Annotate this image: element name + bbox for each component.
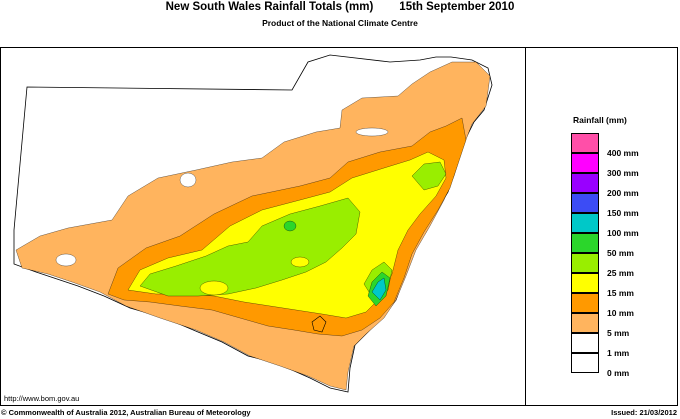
legend-label: 0 mm: [607, 368, 630, 378]
rain-patch-10-15mm: [199, 280, 229, 296]
dry-patch: [179, 172, 197, 188]
map-frame: [0, 47, 678, 406]
legend-label: 100 mm: [607, 228, 639, 238]
act-outline: [311, 315, 327, 333]
legend-swatch: [571, 333, 599, 353]
legend-label: 1 mm: [607, 348, 630, 358]
title-date: 15th September 2010: [399, 1, 515, 13]
map-title: New South Wales Rainfall Totals (mm) 15th…: [0, 0, 680, 14]
legend-label: 15 mm: [607, 288, 634, 298]
legend-label: 200 mm: [607, 188, 639, 198]
legend-swatch: [571, 293, 599, 313]
rain-patch-25-50mm: [283, 220, 297, 232]
legend-label: 25 mm: [607, 268, 634, 278]
rain-patch-10-15mm: [290, 256, 310, 268]
legend-divider: [525, 47, 526, 406]
legend-swatch: [571, 213, 599, 233]
copyright-notice: © Commonwealth of Australia 2012, Austra…: [1, 408, 251, 417]
rain-band-50-100mm: [371, 277, 387, 301]
legend-swatch: [571, 273, 599, 293]
dry-patch: [355, 127, 389, 137]
legend-title: Rainfall (mm): [573, 115, 627, 125]
legend-label: 50 mm: [607, 248, 634, 258]
legend-swatch: [571, 353, 599, 373]
legend-swatch: [571, 153, 599, 173]
source-url[interactable]: http://www.bom.gov.au: [4, 394, 80, 403]
rain-band-15-25mm: [139, 197, 361, 297]
rain-band-15-25mm: [411, 161, 447, 191]
legend-label: 10 mm: [607, 308, 634, 318]
legend-label: 400 mm: [607, 148, 639, 158]
dry-patch: [55, 253, 77, 267]
legend-swatch: [571, 233, 599, 253]
title-text: New South Wales Rainfall Totals (mm): [165, 1, 374, 13]
rainfall-map: [13, 54, 493, 393]
legend-swatch: [571, 193, 599, 213]
legend-swatch: [571, 313, 599, 333]
legend-swatch: [571, 253, 599, 273]
legend-label: 5 mm: [607, 328, 630, 338]
map-subtitle: Product of the National Climate Centre: [262, 18, 418, 28]
legend-label: 300 mm: [607, 168, 639, 178]
legend-label: 150 mm: [607, 208, 639, 218]
legend-swatch: [571, 173, 599, 193]
legend-swatch: [571, 133, 599, 153]
issued-date: Issued: 21/03/2012: [611, 408, 677, 417]
